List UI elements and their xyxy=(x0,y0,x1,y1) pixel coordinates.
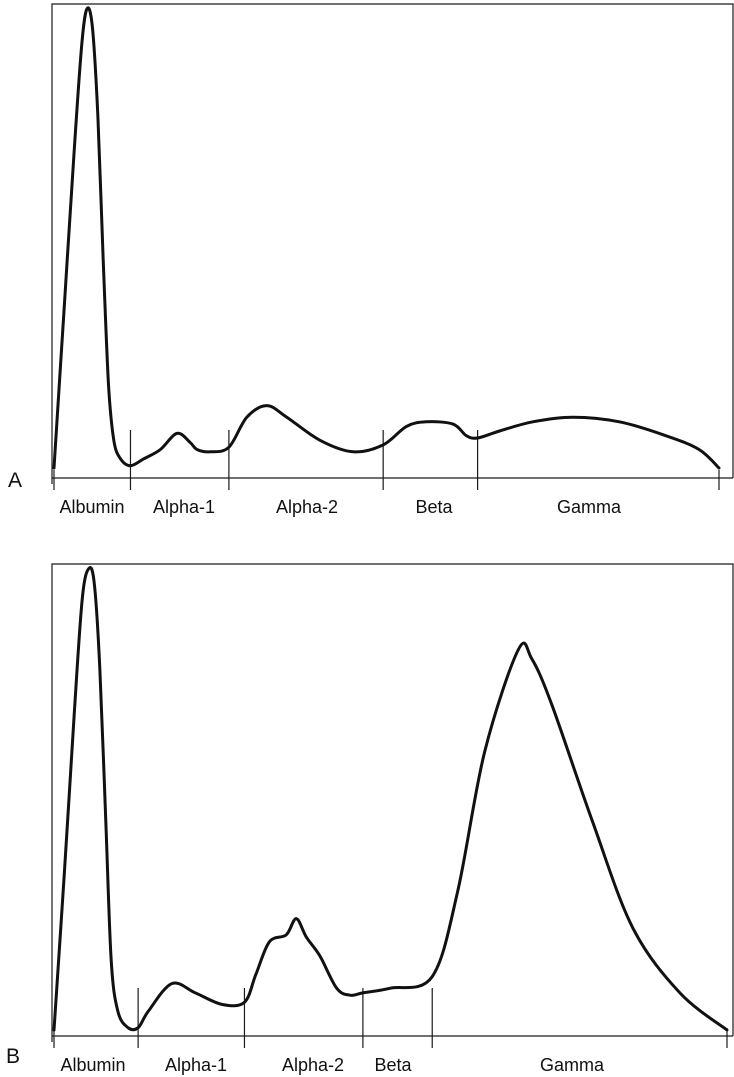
zone-label-gamma: Gamma xyxy=(540,1055,605,1075)
plot-frame xyxy=(51,563,734,1042)
zone-label-albumin: Albumin xyxy=(59,497,124,517)
zone-label-beta: Beta xyxy=(415,497,453,517)
plot-frame xyxy=(51,3,734,484)
panel-b: Albumin Alpha-1 Alpha-2 Beta Gamma B xyxy=(6,563,734,1075)
protein-trace xyxy=(52,566,729,1032)
protein-trace xyxy=(52,6,721,470)
panel-letter: A xyxy=(8,469,22,492)
zone-label-beta: Beta xyxy=(374,1055,412,1075)
zone-label-alpha-2: Alpha-2 xyxy=(276,497,338,517)
panel-a: Albumin Alpha-1 Alpha-2 Beta Gamma A xyxy=(8,3,734,517)
zone-label-alpha-1: Alpha-1 xyxy=(153,497,215,517)
zone-label-alpha-2: Alpha-2 xyxy=(282,1055,344,1075)
panel-letter: B xyxy=(6,1045,20,1068)
zone-label-alpha-1: Alpha-1 xyxy=(165,1055,227,1075)
zone-label-albumin: Albumin xyxy=(60,1055,125,1075)
zone-label-gamma: Gamma xyxy=(557,497,622,517)
